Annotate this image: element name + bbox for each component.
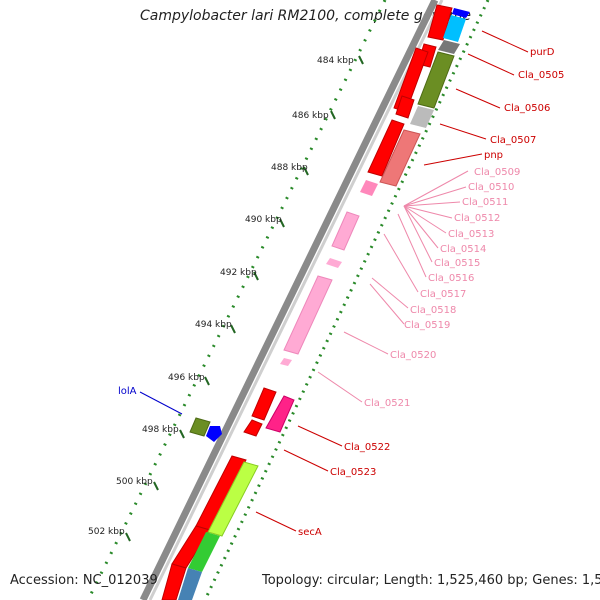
gene-red-06 <box>251 387 277 421</box>
tick-label: 488 kbp <box>271 163 308 173</box>
gene-label-cla0506: Cla_0506 <box>504 103 550 114</box>
reverse-strand-genes <box>161 4 453 600</box>
gene-label-cla0518: Cla_0518 <box>410 305 456 316</box>
gene-olive-02 <box>189 417 211 437</box>
gene-red-07 <box>243 419 263 437</box>
gene-labels: purD Cla_0505 Cla_0506 Cla_0507 pnp Cla_… <box>118 47 564 538</box>
gene-label-cla0522: Cla_0522 <box>344 442 390 453</box>
gene-green-01 <box>188 532 220 572</box>
gene-olive-01 <box>417 51 455 109</box>
tick-labels: 484 kbp 486 kbp 488 kbp 490 kbp 492 kbp … <box>88 56 354 537</box>
inner-guide-line <box>86 0 387 600</box>
gene-label-cla0515: Cla_0515 <box>434 258 480 269</box>
outer-guide-line <box>203 0 490 600</box>
gene-label-pnp: pnp <box>484 150 503 161</box>
gene-label-cla0510: Cla_0510 <box>468 182 514 193</box>
gene-label-cla0516: Cla_0516 <box>428 273 474 284</box>
gene-label-cla0512: Cla_0512 <box>454 213 500 224</box>
gene-label-cla0520: Cla_0520 <box>390 350 436 361</box>
tick-label: 498 kbp <box>142 425 179 435</box>
tick-label: 486 kbp <box>292 111 329 121</box>
gene-red-01 <box>427 4 453 41</box>
accession-text: Accession: NC_012039 <box>10 573 158 588</box>
map-title: Campylobacter lari RM2100, complete geno… <box>140 8 472 24</box>
gene-label-cla0519: Cla_0519 <box>404 320 450 331</box>
label-leader-lines <box>139 30 529 532</box>
backbone-line <box>139 0 439 600</box>
gene-gray-01 <box>438 40 460 54</box>
tick-label: 502 kbp <box>88 527 125 537</box>
gene-pink-04 <box>280 358 292 366</box>
backbone-line-inner <box>148 0 444 600</box>
tick-label: 492 kbp <box>220 268 257 278</box>
tick-marks <box>125 55 364 542</box>
gene-red-05 <box>367 119 405 177</box>
gene-blue-02 <box>452 8 470 18</box>
gene-pink-03 <box>283 275 333 355</box>
gene-label-cla0505: Cla_0505 <box>518 70 564 81</box>
gene-steelblue-01 <box>178 568 202 600</box>
gene-red-04 <box>395 95 415 119</box>
tick-label: 494 kbp <box>195 320 232 330</box>
tick-label: 484 kbp <box>317 56 354 66</box>
gene-gray-02 <box>410 106 434 128</box>
forward-strand-genes <box>178 8 470 600</box>
gene-label-cla0523: Cla_0523 <box>330 467 376 478</box>
gene-label-cla0511: Cla_0511 <box>462 197 508 208</box>
gene-lime-01 <box>207 461 259 537</box>
gene-label-cla0509: Cla_0509 <box>474 167 520 178</box>
gene-pink-01 <box>331 211 360 251</box>
gene-label-secA: secA <box>298 527 322 538</box>
gene-cyan-01 <box>443 15 466 42</box>
gene-magenta-01 <box>265 395 295 433</box>
gene-red-10 <box>161 563 187 600</box>
gene-label-cla0507: Cla_0507 <box>490 135 536 146</box>
gene-label-cla0513: Cla_0513 <box>448 229 494 240</box>
tick-label: 496 kbp <box>168 373 205 383</box>
gene-blue-01 <box>206 426 222 442</box>
gene-salmon-01 <box>379 129 421 187</box>
tick-label: 490 kbp <box>245 215 282 225</box>
gene-label-cla0514: Cla_0514 <box>440 244 486 255</box>
gene-pink-small-01 <box>360 180 378 196</box>
tick-label: 500 kbp <box>116 477 153 487</box>
topology-text: Topology: circular; Length: 1,525,460 bp… <box>262 573 600 588</box>
gene-label-purD: purD <box>530 47 555 58</box>
gene-pink-02 <box>326 258 342 268</box>
gene-label-lolA: lolA <box>118 386 137 397</box>
gene-label-cla0521: Cla_0521 <box>364 398 410 409</box>
gene-label-cla0517: Cla_0517 <box>420 289 466 300</box>
